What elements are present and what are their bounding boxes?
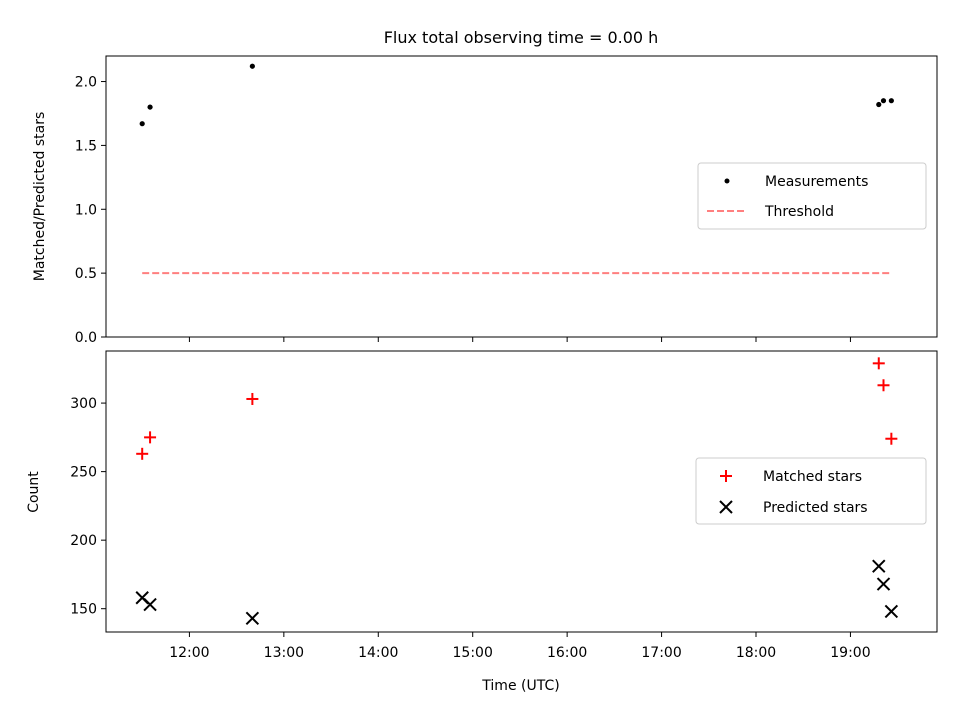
matched-stars-point: [136, 447, 149, 460]
top-plot-frame: [105, 55, 938, 338]
measurements-point: [249, 63, 255, 69]
y-tick-label: 0.0: [75, 330, 97, 346]
matched-stars-point: [872, 357, 885, 370]
measurements-point: [147, 104, 153, 110]
bottom-panel: 150 200 250 300 12:00 13:00 14:00 15:00 16:00 17…: [26, 350, 938, 661]
x-tick-label: 13:00: [264, 645, 304, 661]
matched-stars-point: [877, 379, 890, 392]
bottom-plot-frame: [105, 350, 938, 633]
y-tick-label: 0.5: [75, 266, 97, 282]
x-tick-label: 17:00: [641, 645, 681, 661]
matched-stars-point: [144, 431, 157, 444]
x-tick-label: 19:00: [830, 645, 870, 661]
chart-title: Flux total observing time = 0.00 h: [384, 28, 659, 47]
x-tick-label: 16:00: [547, 645, 587, 661]
legend-marker-measurements: [724, 178, 730, 184]
bottom-panel-marks: [135, 357, 899, 625]
top-y-axis: 0.0 0.5 1.0 1.5 2.0: [75, 75, 106, 346]
measurements-point: [876, 101, 882, 108]
y-tick-label: 250: [70, 465, 97, 481]
matched-stars-point: [885, 432, 898, 445]
y-tick-label: 300: [70, 396, 97, 412]
y-tick-label: 2.0: [75, 75, 97, 91]
bottom-y-axis: 150 200 250 300: [70, 396, 106, 618]
y-tick-label: 150: [70, 602, 97, 618]
bottom-x-axis: 12:00 13:00 14:00 15:00 16:00 17:00 18:00 19:00: [169, 632, 871, 661]
measurements-point: [139, 121, 145, 127]
legend-marker-matched: [720, 470, 732, 482]
x-tick-label: 15:00: [453, 645, 493, 661]
x-tick-label: 18:00: [736, 645, 776, 661]
predicted-stars-point: [245, 611, 260, 625]
predicted-stars-point: [872, 559, 886, 573]
legend-label-threshold: Threshold: [764, 204, 834, 220]
y-tick-label: 200: [70, 533, 97, 549]
bottom-y-axis-label: Count: [26, 471, 42, 513]
top-legend-box: [697, 162, 927, 230]
predicted-stars-point: [143, 597, 157, 612]
y-tick-label: 1.0: [75, 202, 97, 218]
top-legend: Measurements Threshold: [697, 162, 927, 230]
legend-label-matched: Matched stars: [763, 469, 862, 485]
predicted-stars-point: [876, 577, 891, 591]
measurements-point: [880, 98, 887, 104]
x-tick-label: 12:00: [169, 645, 209, 661]
predicted-stars-point: [884, 604, 899, 619]
bottom-legend-box: [695, 457, 927, 525]
top-x-axis: [188, 337, 851, 342]
bottom-legend: Matched stars Predicted stars: [695, 457, 927, 525]
top-y-axis-label: Matched/Predicted stars: [32, 112, 48, 282]
x-tick-label: 14:00: [358, 645, 398, 661]
top-panel: 0.00.51.01.52.0 Matched/Predicted stars …: [32, 55, 938, 346]
x-axis-label: Time (UTC): [481, 678, 559, 694]
top-panel-marks: [139, 63, 894, 275]
legend-label-predicted: Predicted stars: [763, 500, 868, 516]
matched-stars-point: [246, 392, 259, 405]
legend-label-measurements: Measurements: [765, 174, 868, 190]
y-tick-label: 1.5: [75, 138, 97, 154]
legend-marker-predicted: [719, 500, 733, 514]
measurements-point: [888, 98, 894, 104]
